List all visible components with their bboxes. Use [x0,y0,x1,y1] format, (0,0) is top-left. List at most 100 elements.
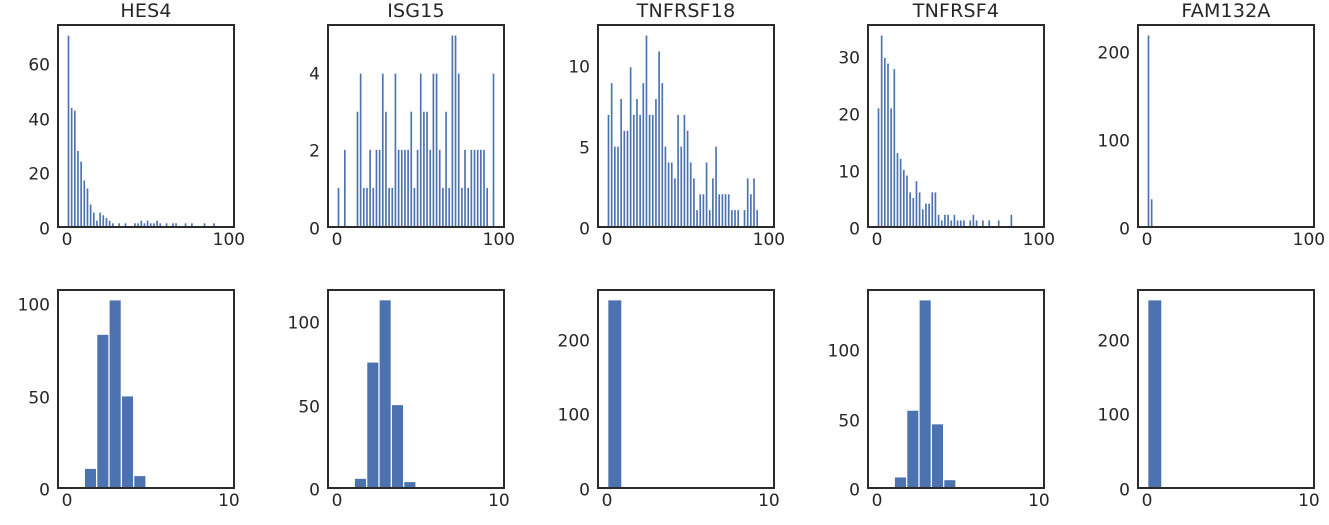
histogram-bar [956,220,959,226]
histogram-bar [70,108,73,226]
y-tick-label: 100 [17,295,50,316]
histogram-bar [667,162,670,226]
y-tick-label: 0 [849,219,860,240]
histogram-bar [454,35,457,226]
histogram-bar [902,169,905,226]
y-tick-label: 50 [838,411,860,431]
histogram-bar [359,73,362,226]
histogram-tnfrsf18-row2: 0 100 200 0 10 [558,289,780,510]
histogram-bar [727,194,730,226]
histogram-bar [931,424,944,487]
histogram-bar [442,187,444,226]
y-tick-label: 20 [28,164,50,185]
x-tick-label: 0 [61,491,73,511]
histogram-bar [172,223,174,226]
histogram-bar [982,220,984,226]
histogram-bar [887,63,889,226]
histogram-bar [715,146,717,226]
histogram-bar [696,210,698,226]
histogram-bar [388,187,390,226]
histogram-bar [121,396,134,487]
histogram-bar [724,194,727,226]
y-tick-label: 0 [849,480,860,501]
x-tick-label: 0 [1141,230,1153,250]
histogram-bar [92,212,95,226]
histogram-bar [877,108,880,226]
histogram-bar [483,149,485,226]
histogram-bar [890,108,892,226]
x-tick-label: 100 [1022,230,1056,250]
x-tick-label: 10 [218,491,240,511]
histogram-bar [915,181,918,226]
histogram-bar [105,217,108,226]
y-tick-label: 0 [1119,219,1130,240]
bars-canvas [608,300,622,487]
x-tick-label: 0 [601,491,613,511]
histogram-bar [899,158,902,226]
histogram-bar [438,149,441,226]
y-tick-label: 200 [1097,43,1130,64]
histogram-bar [385,111,387,226]
histogram-bar [451,35,454,226]
histogram-bar [686,130,689,226]
histogram-bar [391,405,404,487]
x-tick-label: 10 [758,491,780,511]
y-tick-label: 0 [1119,480,1130,501]
x-tick-label: 100 [752,230,786,250]
histogram-bar [473,149,476,226]
histogram-bar [944,214,946,226]
x-tick-label: 100 [212,230,246,250]
histogram-bar [432,73,435,226]
histogram-bar [607,114,610,226]
histogram-bar [737,210,740,226]
histogram-bar [159,223,162,226]
plot-title-hes4: HES4 [120,0,172,22]
histogram-hes4-row2: 0 50 100 0 10 [18,289,240,510]
histogram-bar [99,212,101,226]
histogram-bar [429,149,432,226]
histogram-bar [928,203,930,226]
bars-canvas [894,300,956,487]
histogram-bar [184,223,187,226]
histogram-tnfrsf4-row2: 0 50 100 0 10 [828,289,1050,510]
histogram-bar [950,220,953,226]
histogram-bar [461,187,463,226]
histogram-bar [89,204,92,226]
y-tick-label: 4 [309,64,320,85]
y-tick-label: 10 [568,57,590,78]
histogram-bar [153,223,155,226]
histogram-bar [109,300,121,487]
histogram-bar [944,480,956,487]
histogram-bar [997,220,1000,226]
histogram-bar [140,220,143,226]
histogram-bar [1150,199,1153,226]
histogram-bar [175,223,177,226]
histogram-bar [756,210,759,226]
x-tick-label: 0 [601,230,613,250]
histogram-bar [337,187,340,226]
plot-title-isg15: ISG15 [387,0,445,22]
histogram-bar [907,410,919,487]
histogram-bar [689,162,692,226]
histogram-bar [658,51,660,226]
histogram-bar [149,223,152,226]
histogram-bar [677,114,679,226]
histogram-isg15-row2: 0 50 100 0 10 [288,289,510,510]
histogram-bar [362,187,365,226]
x-tick-label: 0 [871,230,883,250]
histogram-bar [381,73,384,226]
histogram-bar [661,83,664,226]
histogram-fam132a-row2: 0 100 200 0 10 [1098,289,1320,510]
y-tick-label: 0 [39,480,50,501]
histogram-bar [397,149,400,226]
histogram-bar [880,35,883,226]
histogram-bar [97,334,109,487]
y-tick-label: 2 [309,141,320,162]
histogram-bar [674,178,676,226]
histogram-bar [191,223,193,226]
y-tick-label: 10 [838,162,860,183]
y-tick-label: 200 [1097,331,1130,352]
histogram-bar [486,187,489,226]
histogram-bar [134,223,136,226]
